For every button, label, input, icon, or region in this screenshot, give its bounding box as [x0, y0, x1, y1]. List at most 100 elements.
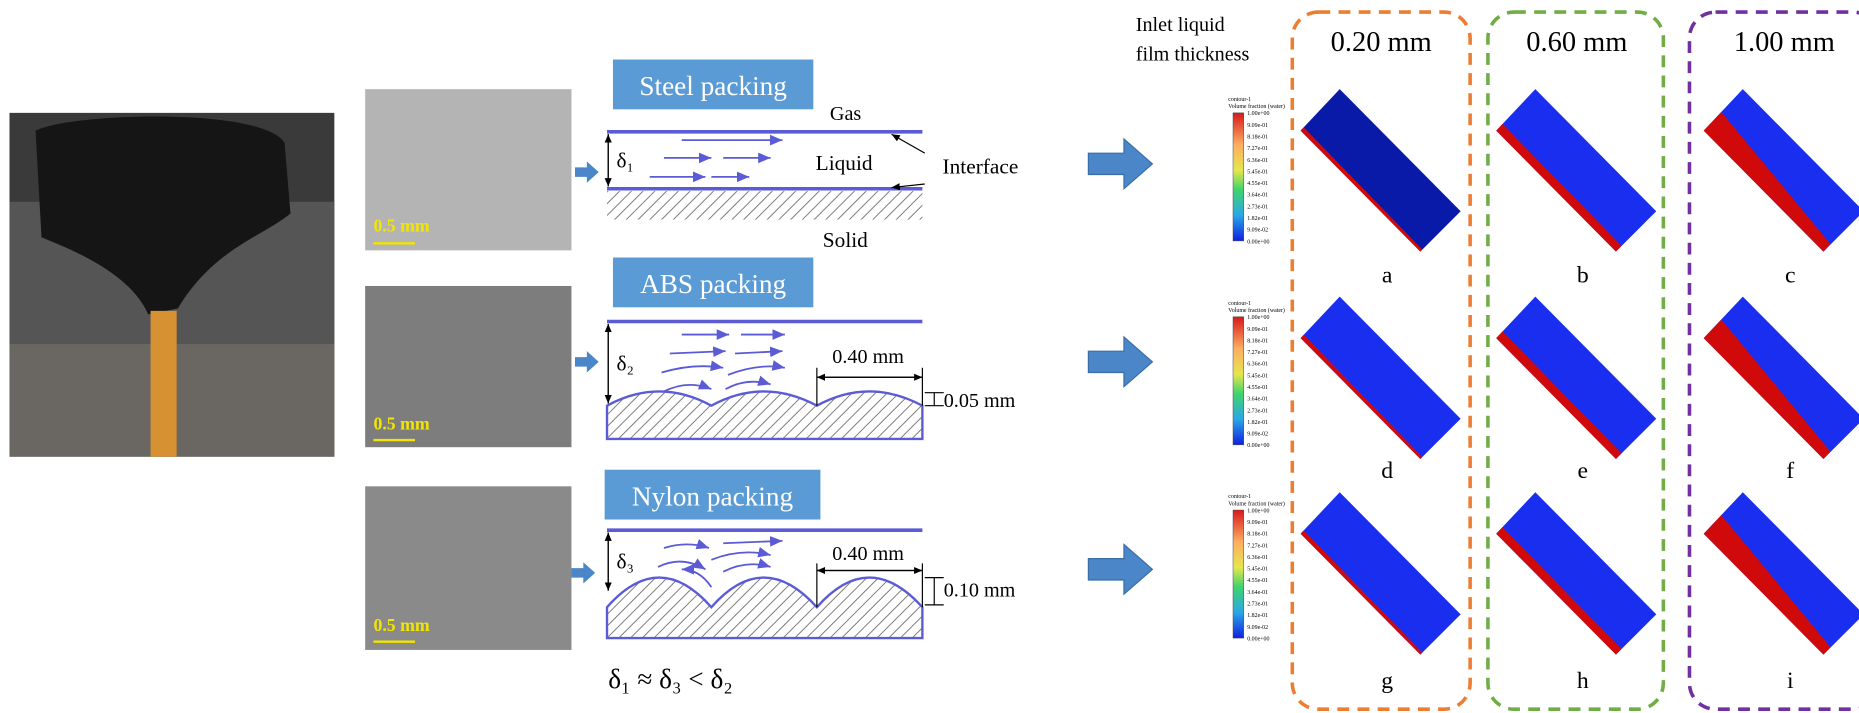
colorbar-tick: 1.00e+00	[1247, 315, 1269, 321]
panel-letter: d	[1381, 458, 1393, 484]
panel-letter: g	[1381, 668, 1393, 694]
panel-letter: c	[1785, 262, 1796, 288]
colorbar-tick: 0.00e+00	[1247, 443, 1269, 449]
colorbar-tick: 7.27e-01	[1247, 350, 1268, 356]
micrograph	[365, 285, 572, 448]
colorbar-tick: 6.36e-01	[1247, 158, 1268, 164]
colorbar-tick: 9.09e-02	[1247, 432, 1268, 438]
column-header: 0.60 mm	[1526, 27, 1627, 58]
liquid-film	[1496, 331, 1622, 460]
photo	[9, 112, 335, 457]
packing-label-box	[612, 257, 814, 308]
liquid-film	[1300, 334, 1423, 460]
colorbar-tick: 3.64e-01	[1247, 397, 1268, 403]
colorbar-tick: 0.00e+00	[1247, 239, 1269, 245]
colorbar-title: Volume fraction (water)	[1228, 103, 1285, 110]
liquid-film	[1496, 124, 1622, 252]
phase-label: Interface	[943, 154, 1019, 178]
colorbar-tick: 8.18e-01	[1247, 338, 1268, 344]
colorbar-tick: 2.73e-01	[1247, 602, 1268, 608]
colorbar	[1232, 112, 1244, 242]
packing-label-box	[612, 59, 814, 110]
column-frame	[1486, 10, 1666, 711]
colorbar-tick: 6.36e-01	[1247, 555, 1268, 561]
simulation-panel	[1496, 89, 1657, 252]
thickness-symbol: δ₂	[617, 352, 635, 376]
colorbar-tick: 2.73e-01	[1247, 204, 1268, 210]
colorbar-title: contour-1	[1228, 301, 1251, 307]
colorbar-tick: 1.82e-01	[1247, 613, 1268, 619]
liquid-film	[1300, 127, 1423, 252]
phase-label: Gas	[830, 103, 861, 125]
colorbar-tick: 7.27e-01	[1247, 543, 1268, 549]
colorbar-tick: 1.82e-01	[1247, 216, 1268, 222]
colorbar-tick: 6.36e-01	[1247, 362, 1268, 368]
liquid-film	[1300, 530, 1423, 655]
column-frame	[1687, 10, 1859, 711]
pitch-label: 0.40 mm	[832, 346, 904, 368]
packing-label: Nylon packing	[632, 481, 794, 511]
colorbar-tick: 9.09e-02	[1247, 228, 1268, 234]
colorbar-tick: 1.82e-01	[1247, 420, 1268, 426]
colorbar-title: contour-1	[1228, 97, 1251, 103]
colorbar-title: Volume fraction (water)	[1228, 500, 1285, 507]
colorbar-title: Volume fraction (water)	[1228, 307, 1285, 314]
thickness-symbol: δ₁	[617, 148, 635, 172]
colorbar-tick: 1.00e+00	[1247, 508, 1269, 514]
pitch-label: 0.40 mm	[832, 543, 904, 565]
liquid-film	[1703, 319, 1831, 460]
simulation-panel	[1496, 296, 1657, 460]
colorbar-tick: 0.00e+00	[1247, 636, 1269, 642]
simulation-panel	[1703, 492, 1859, 655]
height-label: 0.05 mm	[944, 390, 1016, 412]
colorbar-tick: 1.00e+00	[1247, 111, 1269, 117]
panel-letter: i	[1787, 668, 1794, 694]
simulation-panel	[1300, 296, 1461, 460]
panel-letter: a	[1382, 262, 1393, 288]
simulation-panel	[1703, 296, 1859, 460]
colorbar-tick: 4.55e-01	[1247, 181, 1268, 187]
heading: film thickness	[1136, 44, 1250, 66]
liquid-film	[1703, 111, 1831, 252]
packing-label: ABS packing	[640, 269, 786, 299]
colorbar-tick: 5.45e-01	[1247, 567, 1268, 573]
micrograph	[365, 89, 572, 251]
colorbar-tick: 8.18e-01	[1247, 532, 1268, 538]
panel-letter: b	[1577, 262, 1589, 288]
packing-label: Steel packing	[639, 71, 787, 101]
panel-letter: e	[1577, 458, 1588, 484]
heading: Inlet liquid	[1136, 14, 1225, 36]
colorbar	[1232, 316, 1244, 446]
scale-bar-label: 0.5 mm	[373, 615, 429, 635]
simulation-panel	[1496, 492, 1657, 655]
liquid-film	[1496, 527, 1622, 655]
column-header: 0.20 mm	[1331, 27, 1432, 58]
column-frame	[1290, 10, 1472, 711]
colorbar-tick: 9.09e-01	[1247, 123, 1268, 129]
steel-diagram	[607, 130, 926, 220]
liquid-film	[1703, 515, 1831, 655]
colorbar-tick: 8.18e-01	[1247, 135, 1268, 141]
panel-letter: h	[1577, 668, 1589, 694]
height-label: 0.10 mm	[944, 580, 1016, 602]
colorbar-tick: 4.55e-01	[1247, 385, 1268, 391]
colorbar-tick: 5.45e-01	[1247, 373, 1268, 379]
phase-label: Solid	[823, 228, 868, 252]
colorbar-tick: 9.09e-02	[1247, 625, 1268, 631]
relation: δ₁ ≈ δ₃ < δ₂	[608, 664, 733, 694]
column-header: 1.00 mm	[1734, 27, 1835, 58]
scale-bar-label: 0.5 mm	[373, 215, 429, 235]
colorbar-tick: 9.09e-01	[1247, 327, 1268, 333]
colorbar-title: contour-1	[1228, 494, 1251, 500]
colorbar	[1232, 509, 1244, 639]
colorbar-tick: 2.73e-01	[1247, 408, 1268, 414]
simulation-panel	[1703, 89, 1859, 252]
colorbar-tick: 5.45e-01	[1247, 169, 1268, 175]
colorbar-tick: 3.64e-01	[1247, 590, 1268, 596]
colorbar-tick: 7.27e-01	[1247, 146, 1268, 152]
packing-label-box	[604, 469, 821, 520]
colorbar-tick: 4.55e-01	[1247, 578, 1268, 584]
colorbar-tick: 9.09e-01	[1247, 520, 1268, 526]
